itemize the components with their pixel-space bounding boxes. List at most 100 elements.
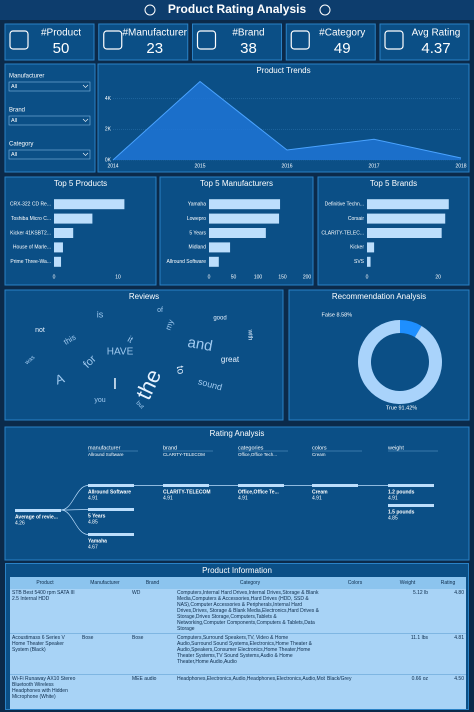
filter-value: All [11, 118, 17, 124]
node-bar [15, 509, 61, 512]
x-tick-label: 2018 [455, 163, 466, 169]
bar [209, 228, 266, 238]
area-fill [113, 81, 461, 160]
cloud-word: you [94, 397, 105, 404]
node-value: 4.91 [88, 495, 98, 501]
bar [367, 256, 371, 267]
column-header: Manufacturer [80, 577, 130, 589]
table-cell [80, 589, 130, 634]
x-tick-label: 150 [278, 274, 287, 280]
header-icon [144, 4, 156, 16]
x-tick-label: 200 [303, 274, 312, 280]
table-cell: Black/Grey [325, 674, 385, 709]
bar [209, 256, 219, 267]
node-value: 4.26 [15, 520, 25, 526]
panel [4, 289, 284, 421]
table-cell: Computers,Internal Hard Drives,Internal … [175, 589, 325, 634]
dropdown-arrow [82, 84, 89, 88]
tree-link [60, 485, 89, 511]
table-cell [325, 589, 385, 634]
column-header: Product [10, 577, 80, 589]
table-cell: 4.81 [430, 633, 466, 675]
cloud-word: it [126, 334, 135, 345]
node-label: Yamaha [88, 538, 107, 544]
y-tick-label: Prime Three-Wa... [10, 259, 51, 265]
dropdown-arrow [82, 118, 89, 122]
node-label: 1.2 pounds [388, 489, 415, 495]
node-bar [388, 504, 434, 507]
bar [367, 213, 446, 224]
panel [4, 23, 95, 61]
x-tick-label: 0 [53, 274, 56, 280]
table-cell [80, 674, 130, 709]
kpi-label: #Manufacturer [123, 28, 188, 39]
kpi-value: 49 [334, 40, 351, 57]
panel-title: Rating Analysis [210, 429, 265, 438]
cloud-word: good [213, 316, 226, 322]
cloud-word: with [246, 329, 252, 341]
node-value: 4.91 [388, 495, 398, 501]
y-tick-label: Lowepro [187, 216, 206, 222]
kpi-icon [384, 30, 404, 50]
chart-title: Recommendation Analysis [332, 292, 426, 301]
header-icon [319, 4, 331, 16]
bar [367, 242, 375, 253]
table-title: Product Information [202, 566, 272, 575]
kpi-label: #Product [41, 28, 81, 39]
y-tick-label: 2K [105, 127, 112, 133]
table-row: STB Best 5400 rpm SATA III 2.5 Internal … [10, 589, 466, 634]
y-tick-label: CLARITY-TELEC... [321, 230, 364, 236]
table-cell: WD [130, 589, 175, 634]
y-tick-label: CRX-322 CD Re... [10, 202, 51, 208]
level-filter: CLARITY-TELECOM [163, 452, 205, 457]
panel [285, 23, 376, 61]
level-filter: Allround Software [88, 452, 124, 457]
bar [54, 199, 125, 210]
filter-value: All [11, 84, 17, 90]
level-field: brand [163, 445, 177, 451]
bar [367, 228, 442, 238]
kpi-value: 4.37 [421, 40, 450, 57]
product-table: Product Manufacturer Brand Category Colors We… [10, 577, 466, 709]
table-cell: MEE audio [130, 674, 175, 709]
cloud-word: of [157, 307, 163, 314]
table-cell: 4.80 [430, 589, 466, 634]
table-cell: Bose [80, 633, 130, 675]
table-cell: 4.50 [430, 674, 466, 709]
node-value: 4.67 [88, 544, 98, 550]
kpi-label: Avg Rating [412, 28, 461, 39]
y-tick-label: Allround Software [167, 259, 207, 265]
x-tick-label: 2016 [281, 163, 292, 169]
cloud-word: HAVE [107, 347, 134, 358]
bar [54, 213, 93, 224]
cloud-word: not [35, 327, 45, 334]
node-label: Office,Office Te... [238, 489, 279, 495]
level-field: colors [312, 445, 327, 451]
donut-slice [400, 320, 422, 338]
filter-dropdown [8, 115, 91, 126]
cloud-word: is [97, 309, 104, 319]
node-bar [312, 484, 358, 487]
filter-dropdown [8, 81, 91, 92]
x-tick-label: 20 [435, 274, 441, 280]
cloud-word: but [135, 400, 145, 410]
node-label: CLARITY-TELECOM [163, 489, 211, 495]
x-tick-label: 10 [115, 274, 121, 280]
donut-slice [358, 320, 443, 404]
bar [367, 199, 449, 210]
table-cell: 5.12 lb [385, 589, 430, 634]
node-label: 1.5 pounds [388, 509, 415, 515]
kpi-icon [103, 30, 123, 50]
product-table-panel: Product Information Product Manufacturer B… [5, 563, 469, 710]
y-tick-label: 4K [105, 96, 112, 102]
level-filter: Office,Office Tech... [238, 452, 277, 457]
page-title: Product Rating Analysis [168, 2, 307, 16]
table-cell: Headphones,Electronics,Audio,Headphones,… [175, 674, 325, 709]
x-tick-label: 0 [366, 274, 369, 280]
y-tick-label: Toshiba Micro C... [11, 216, 51, 222]
table-cell: Bose [130, 633, 175, 675]
panel [4, 426, 470, 561]
table-cell: 11.1 lbs [385, 633, 430, 675]
